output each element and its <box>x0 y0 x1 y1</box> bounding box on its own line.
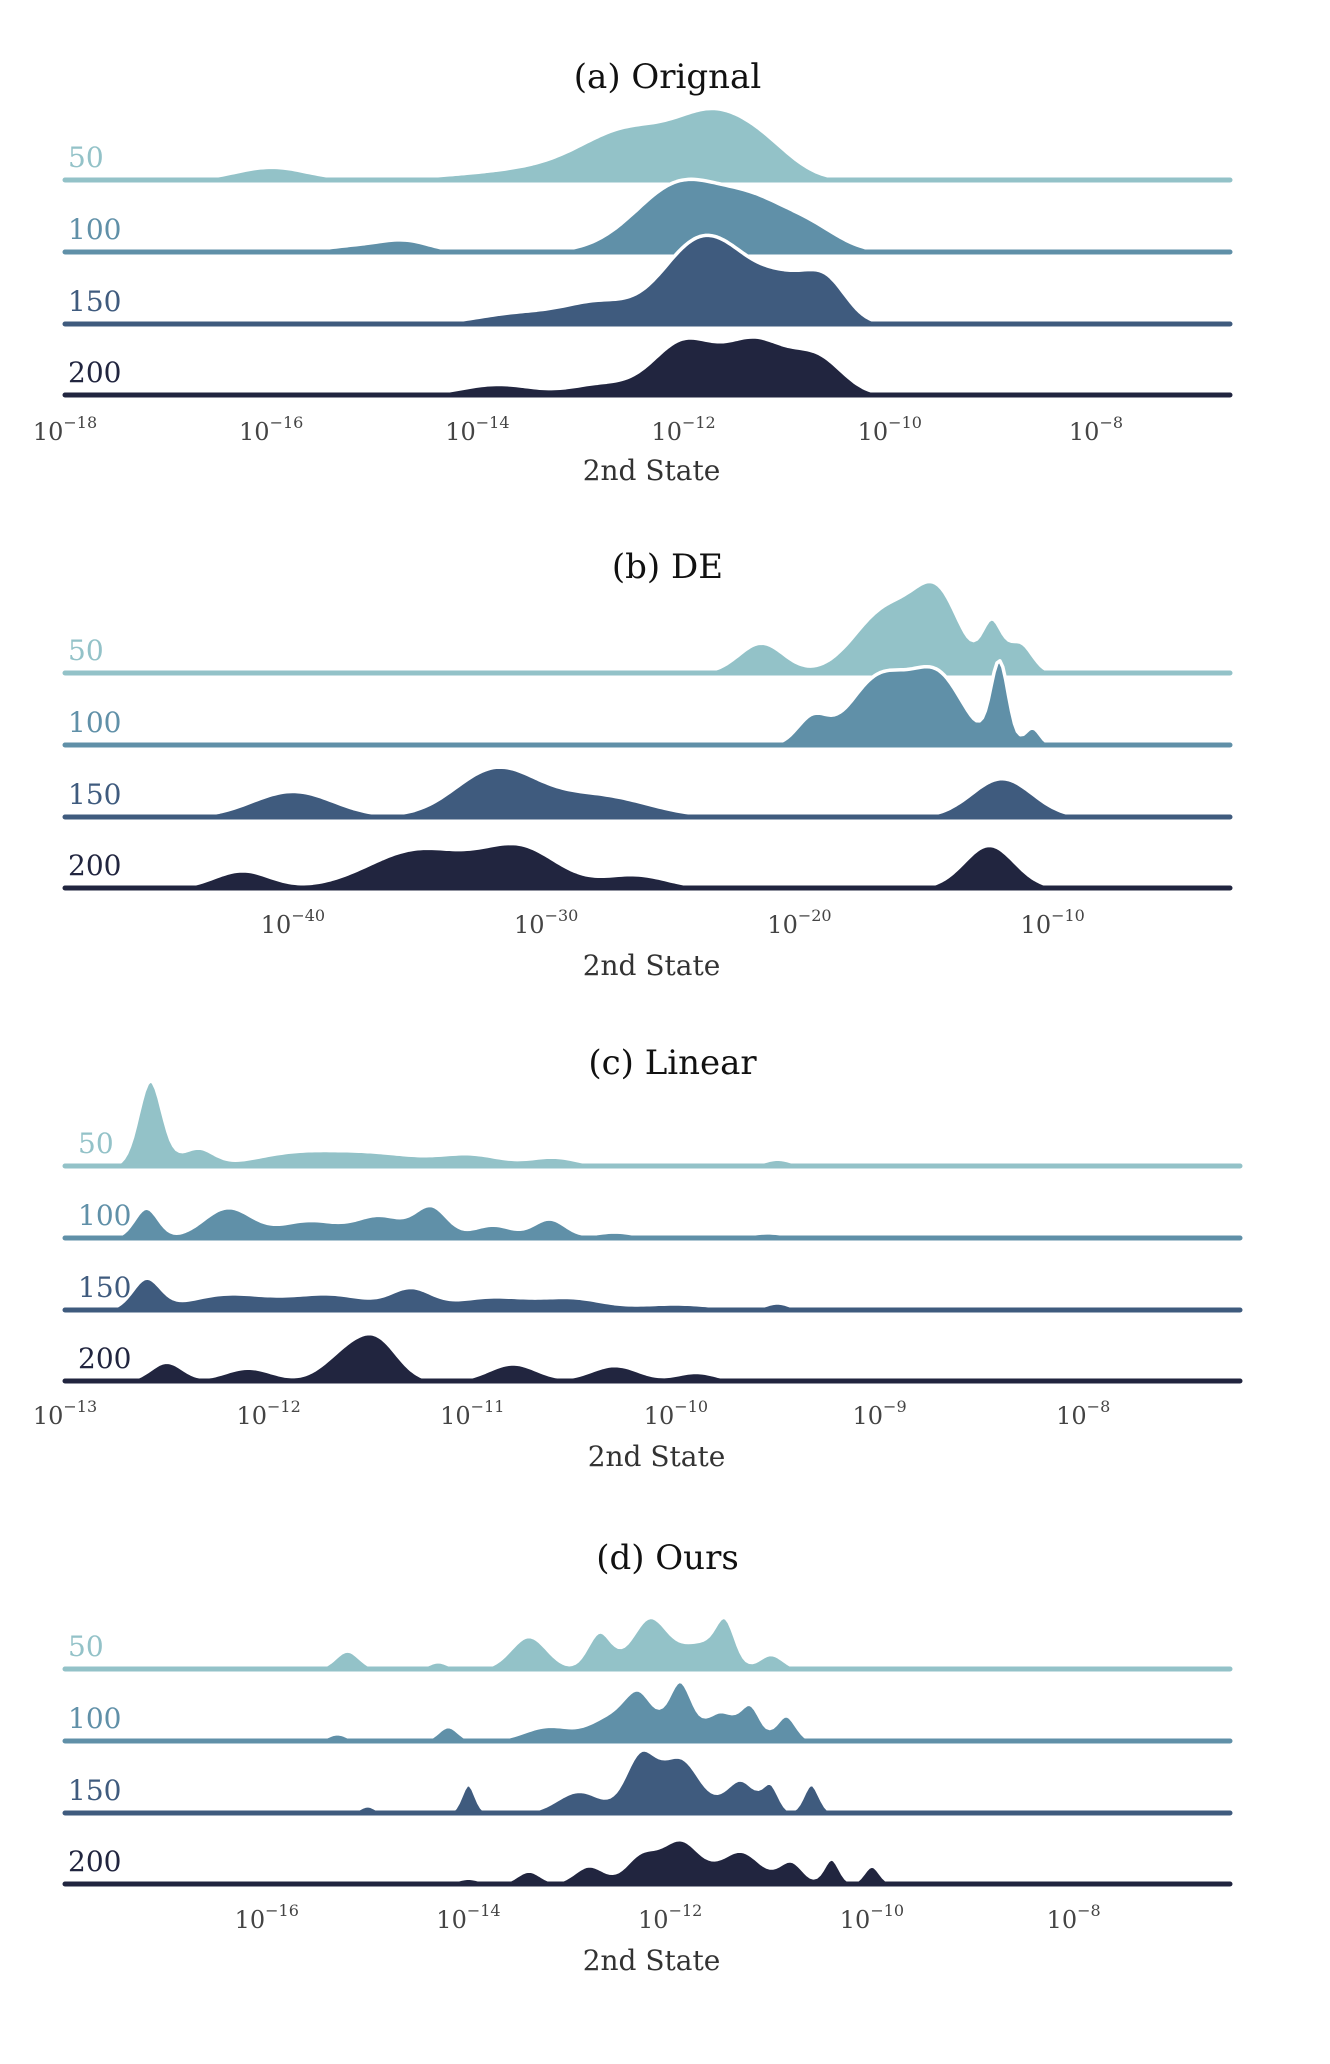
x-axis-label: 2nd State <box>583 454 721 487</box>
ridge-label: 150 <box>68 1774 121 1807</box>
x-tick-label: 10−12 <box>236 1397 300 1430</box>
x-axis-label: 2nd State <box>583 949 721 982</box>
x-tick-label: 10−14 <box>436 1901 500 1934</box>
x-tick-label: 10−11 <box>440 1397 504 1430</box>
panel-title: (c) Linear <box>588 1043 757 1083</box>
ridge-area-200 <box>63 841 1232 890</box>
ridge-label: 100 <box>68 1702 121 1735</box>
x-tick-label: 10−13 <box>33 1397 97 1430</box>
x-tick-label: 10−14 <box>445 413 509 446</box>
x-axis-label: 2nd State <box>583 1944 721 1977</box>
ridge-label: 150 <box>78 1271 131 1304</box>
x-tick-label: 10−10 <box>1021 906 1085 939</box>
x-tick-label: 10−18 <box>33 413 97 446</box>
ridge-area-150 <box>63 1276 1242 1312</box>
ridge-label: 100 <box>68 706 121 739</box>
x-tick-label: 10−20 <box>767 906 831 939</box>
ridge-label: 200 <box>68 1845 121 1878</box>
ridge-label: 200 <box>68 356 121 389</box>
panel-title: (d) Ours <box>596 1538 739 1578</box>
x-tick-label: 10−10 <box>840 1901 904 1934</box>
x-tick-label: 10−12 <box>638 1901 702 1934</box>
x-tick-label: 10−8 <box>1056 1397 1110 1430</box>
ridge-area-100 <box>63 177 1232 254</box>
panel-4: (d) Ours 50 100 150 200 10−16 10−14 10−12 10−10 1… <box>62 1538 1233 1977</box>
x-tick-label: 10−10 <box>644 1397 708 1430</box>
x-tick-label: 10−16 <box>235 1901 299 1934</box>
ridge-label: 50 <box>68 634 104 667</box>
ridge-area-200 <box>63 1331 1242 1383</box>
ridge-area-100 <box>63 1679 1232 1743</box>
x-axis-label: 2nd State <box>588 1440 726 1473</box>
ridge-area-50 <box>63 1078 1242 1168</box>
x-tick-label: 10−16 <box>239 413 303 446</box>
x-tick-label: 10−8 <box>1047 1901 1101 1934</box>
ridge-label: 50 <box>78 1127 114 1160</box>
ridge-label: 150 <box>68 778 121 811</box>
ridge-area-200 <box>63 335 1232 397</box>
ridge-label: 50 <box>68 1630 104 1663</box>
x-tick-label: 10−30 <box>514 906 578 939</box>
ridge-area-50 <box>63 106 1232 182</box>
x-tick-label: 10−40 <box>261 906 325 939</box>
x-tick-label: 10−10 <box>858 413 922 446</box>
ridge-area-50 <box>63 1615 1232 1671</box>
ridge-area-150 <box>63 765 1232 819</box>
panel-title: (b) DE <box>612 547 723 587</box>
ridge-area-100 <box>63 1203 1242 1240</box>
panel-3: (c) Linear 50 100 150 200 10−13 10−12 10−11 10−1… <box>33 1043 1243 1473</box>
ridge-area-50 <box>63 579 1232 675</box>
x-tick-label: 10−8 <box>1069 413 1123 446</box>
ridge-label: 100 <box>78 1199 131 1232</box>
ridge-label: 200 <box>78 1342 131 1375</box>
panel-2: (b) DE 50 100 150 200 10−40 10−30 10−20 10−10 2nd… <box>62 547 1233 982</box>
panel-1: (a) Orignal 50 100 150 200 10−18 10−16 10−14 10−… <box>33 57 1233 487</box>
ridge-label: 100 <box>68 213 121 246</box>
ridge-area-150 <box>63 1748 1232 1815</box>
x-tick-label: 10−12 <box>651 413 715 446</box>
x-tick-label: 10−9 <box>852 1397 906 1430</box>
ridge-label: 150 <box>68 285 121 318</box>
ridge-label: 50 <box>68 141 104 174</box>
ridge-area-200 <box>63 1837 1232 1886</box>
panel-title: (a) Orignal <box>574 57 761 97</box>
ridge-label: 200 <box>68 849 121 882</box>
